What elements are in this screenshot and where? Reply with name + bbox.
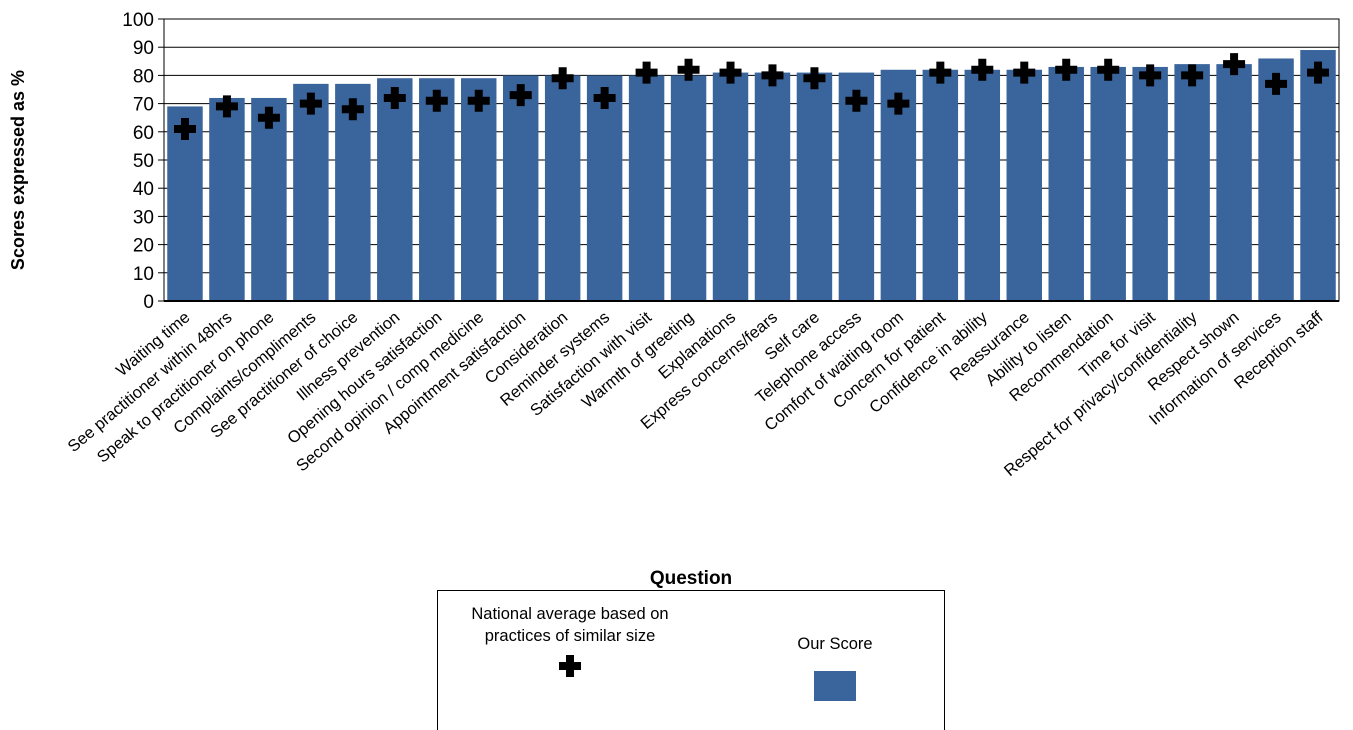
bar [1132, 66, 1168, 301]
national-average-marker [425, 89, 448, 112]
bar [1006, 69, 1042, 301]
y-tick-label: 70 [133, 95, 154, 116]
bar [964, 69, 1001, 301]
x-tick-label: Speak to practitioner on phone [94, 308, 278, 466]
bar [377, 78, 413, 301]
bar [754, 72, 791, 301]
bar [712, 72, 749, 301]
legend-our-score-label: Our Score [797, 635, 873, 653]
national-average-marker [341, 98, 364, 121]
national-average-marker [845, 89, 868, 112]
national-average-marker [593, 86, 616, 109]
y-tick-label: 20 [133, 236, 154, 257]
bar [502, 75, 539, 302]
x-tick-label: See practitioner within 48hrs [64, 308, 235, 456]
national-average-marker [887, 92, 910, 115]
bar [628, 75, 665, 302]
bar [1258, 58, 1294, 302]
legend-national-label: National average based on practices of s… [471, 605, 669, 645]
bar [586, 75, 623, 302]
x-axis-label: Question [650, 568, 732, 589]
national-average-marker [971, 58, 994, 81]
y-tick-label: 30 [133, 207, 154, 228]
national-average-marker [1013, 61, 1036, 84]
national-average-markers [173, 53, 1330, 140]
national-average-marker [551, 67, 574, 90]
bar [544, 75, 581, 302]
national-average-marker [1223, 53, 1246, 76]
legend: National average based on practices of s… [437, 590, 945, 730]
bar [670, 75, 707, 302]
national-average-marker [761, 64, 784, 87]
national-average-marker [803, 67, 826, 90]
national-average-marker [383, 86, 406, 109]
national-average-marker [1055, 58, 1078, 81]
y-tick-label: 60 [133, 123, 154, 144]
national-average-marker [929, 61, 952, 84]
bar [461, 78, 497, 301]
national-average-marker [635, 61, 658, 84]
national-average-marker [719, 61, 742, 84]
national-average-marker [1097, 58, 1120, 81]
national-average-marker [677, 58, 700, 81]
bar [251, 97, 287, 302]
our-score-swatch [814, 671, 856, 701]
national-average-marker [215, 95, 238, 118]
national-average-marker [1181, 64, 1204, 87]
y-axis-label: Scores expressed as % [8, 70, 28, 270]
y-tick-label: 50 [133, 151, 154, 172]
bar [1216, 64, 1252, 302]
y-tick-label: 40 [133, 179, 154, 200]
y-tick-label: 0 [143, 292, 154, 313]
bars [167, 50, 1336, 302]
bar [1048, 66, 1084, 301]
national-average-marker [257, 106, 280, 129]
national-average-marker [1139, 64, 1162, 87]
bar [796, 72, 833, 301]
y-tick-labels: 0 10 20 30 40 50 60 70 80 90 100 [122, 10, 164, 313]
national-average-marker [1307, 61, 1330, 84]
national-average-marker [467, 89, 490, 112]
national-average-marker [1265, 72, 1288, 95]
y-tick-label: 90 [133, 38, 154, 59]
national-average-marker [299, 92, 322, 115]
y-tick-label: 10 [133, 264, 154, 285]
national-average-marker [173, 117, 196, 140]
national-average-marker [509, 84, 532, 107]
bar [1090, 66, 1126, 301]
bar [922, 69, 959, 301]
legend-item-our-score: Our Score [740, 633, 930, 701]
y-tick-label: 100 [122, 10, 154, 31]
bar [1174, 64, 1210, 302]
legend-item-national-average: National average based on practices of s… [450, 603, 690, 677]
bar [1300, 50, 1336, 301]
cross-marker-icon [559, 655, 581, 677]
bar [419, 78, 455, 301]
bar [293, 83, 329, 301]
y-tick-label: 80 [133, 66, 154, 87]
bar [209, 97, 245, 302]
